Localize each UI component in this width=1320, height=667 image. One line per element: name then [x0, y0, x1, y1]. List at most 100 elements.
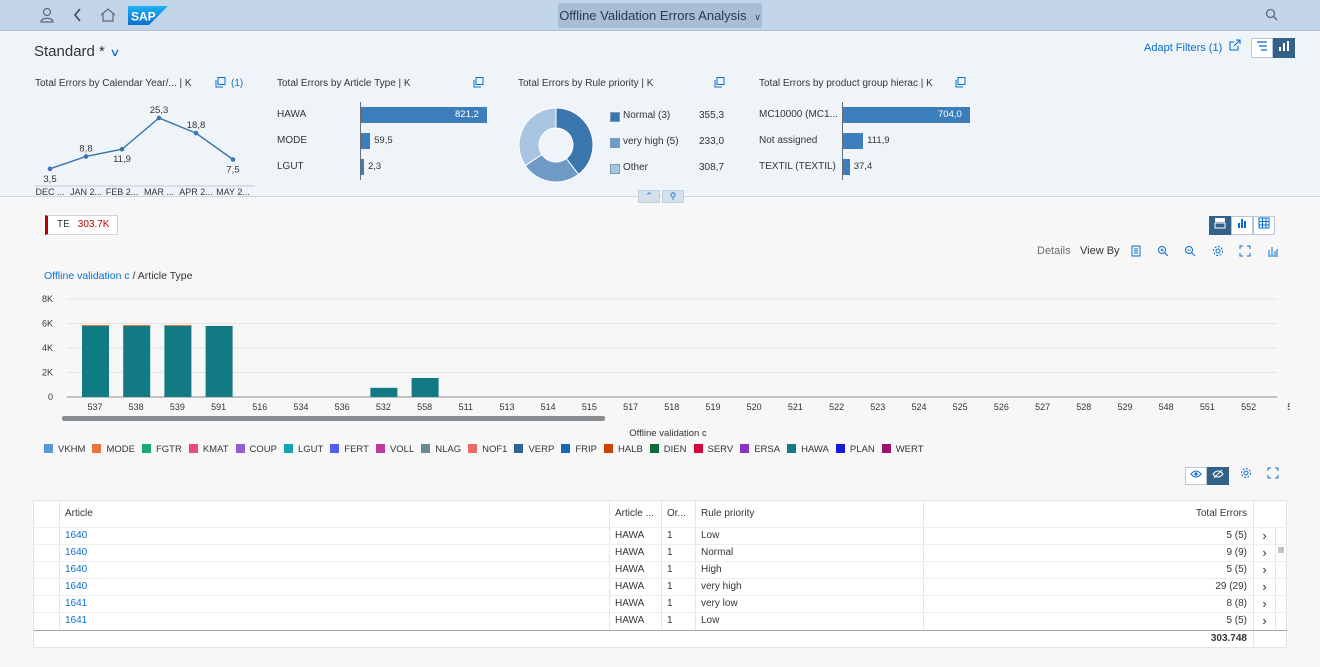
legend-item[interactable]: HAWA [787, 444, 829, 455]
donut-slice[interactable] [518, 107, 557, 167]
cell-article[interactable]: 1641 [60, 596, 610, 613]
rule-priority-donut[interactable] [518, 107, 594, 183]
chart-type-icon[interactable] [1267, 245, 1279, 260]
search-icon[interactable] [1263, 6, 1281, 24]
table-row[interactable]: 1640 HAWA 1 Low 5 (5) › [34, 527, 1287, 545]
cell-article[interactable]: 1640 [60, 528, 610, 545]
donut-legend-label[interactable]: Normal (3) [623, 110, 671, 121]
bar[interactable] [843, 107, 970, 123]
column-header-article[interactable]: Article [60, 501, 610, 527]
donut-slice[interactable] [555, 107, 594, 176]
table-row[interactable]: 1641 HAWA 1 Low 5 (5) › [34, 612, 1287, 630]
legend-item[interactable]: MODE [92, 444, 135, 455]
chart-view-button[interactable] [1231, 216, 1253, 235]
row-navigation-icon[interactable]: › [1254, 528, 1276, 545]
legend-item[interactable]: KMAT [188, 444, 229, 455]
copy-icon[interactable] [473, 77, 484, 91]
bar[interactable] [361, 133, 371, 149]
copy-icon[interactable] [215, 77, 226, 91]
line-point[interactable] [230, 157, 236, 162]
chart-bar[interactable] [370, 387, 398, 397]
chart-bar[interactable] [411, 378, 439, 397]
bar[interactable] [361, 107, 487, 123]
hide-details-button[interactable] [1207, 467, 1229, 485]
chart-table-view-button[interactable] [1209, 216, 1231, 235]
view-by-button[interactable]: View By [1080, 245, 1120, 257]
legend-item[interactable]: SERV [693, 444, 733, 455]
visual-filter-toggle[interactable] [1273, 38, 1295, 58]
legend-item[interactable]: DIEN [649, 444, 687, 455]
legend-item[interactable]: FERT [330, 444, 369, 455]
home-icon[interactable] [99, 6, 117, 24]
chart-bar[interactable] [164, 324, 192, 326]
copy-icon[interactable] [955, 77, 966, 91]
line-point[interactable] [47, 166, 53, 172]
pin-header-button[interactable]: ⚲ [662, 190, 684, 203]
chart-scrollbar[interactable] [62, 416, 605, 421]
donut-legend-label[interactable]: very high (5) [623, 136, 679, 147]
sap-logo[interactable]: SAP [128, 6, 168, 25]
cell-article[interactable]: 1640 [60, 562, 610, 579]
cell-article[interactable]: 1641 [60, 613, 610, 630]
chart-bar[interactable] [205, 325, 233, 397]
chart-bar[interactable] [164, 325, 192, 397]
row-navigation-icon[interactable]: › [1254, 545, 1276, 562]
legend-item[interactable]: PLAN [835, 444, 875, 455]
legend-item[interactable]: ERSA [740, 444, 780, 455]
variant-selector[interactable]: Standard * ∨ [34, 43, 121, 60]
table-row[interactable]: 1640 HAWA 1 very high 29 (29) › [34, 578, 1287, 596]
column-header-total-errors[interactable]: Total Errors [924, 501, 1254, 527]
table-fullscreen-icon[interactable] [1262, 467, 1284, 485]
scrollbar-thumb[interactable] [1278, 547, 1284, 553]
column-header-rule-priority[interactable]: Rule priority [696, 501, 924, 527]
adapt-filters-button[interactable]: Adapt Filters (1) [1144, 42, 1223, 54]
row-selector[interactable] [34, 596, 60, 613]
legend-item[interactable]: NOF1 [468, 444, 507, 455]
table-view-button[interactable] [1253, 216, 1275, 235]
settings-icon[interactable] [1212, 245, 1224, 260]
legend-item[interactable]: COUP [235, 444, 277, 455]
legend-item[interactable]: HALB [603, 444, 643, 455]
row-selector[interactable] [34, 545, 60, 562]
table-row[interactable]: 1640 HAWA 1 High 5 (5) › [34, 561, 1287, 579]
donut-legend-label[interactable]: Other [623, 162, 649, 173]
table-row[interactable]: 1641 HAWA 1 very low 8 (8) › [34, 595, 1287, 613]
legend-item[interactable]: VKHM [44, 444, 85, 455]
row-navigation-icon[interactable]: › [1254, 579, 1276, 596]
card-filter-count[interactable]: (1) [231, 78, 244, 89]
legend-item[interactable]: VOLL [375, 444, 414, 455]
zoom-out-icon[interactable] [1184, 245, 1196, 260]
legend-item[interactable]: NLAG [421, 444, 461, 455]
bar[interactable] [843, 133, 864, 149]
legend-item[interactable]: LGUT [283, 444, 323, 455]
cell-article[interactable]: 1640 [60, 579, 610, 596]
legend-item[interactable]: FGTR [141, 444, 182, 455]
row-selector[interactable] [34, 528, 60, 545]
user-icon[interactable] [38, 6, 56, 24]
column-header-article-type[interactable]: Article ... [610, 501, 662, 527]
app-title-menu[interactable]: Offline Validation Errors Analysis ∨ [558, 3, 762, 28]
row-selector[interactable] [34, 579, 60, 596]
chart-bar[interactable] [82, 325, 109, 397]
chart-bar[interactable] [82, 324, 109, 326]
line-point[interactable] [156, 115, 162, 121]
kpi-tag[interactable]: TE 303.7K [45, 215, 118, 235]
copy-icon[interactable] [714, 77, 725, 91]
table-row[interactable]: 1640 HAWA 1 Normal 9 (9) › [34, 544, 1287, 562]
row-navigation-icon[interactable]: › [1254, 562, 1276, 579]
line-point[interactable] [83, 154, 89, 159]
main-bar-chart[interactable]: 0 2K 4K 6K 8K 537 538 539 591 516 534 536 532 558 511 5… [30, 290, 1290, 440]
bar[interactable] [361, 159, 364, 175]
legend-item[interactable]: WERT [881, 444, 924, 455]
row-navigation-icon[interactable]: › [1254, 613, 1276, 630]
collapse-header-button[interactable]: ⌃ [638, 190, 660, 203]
legend-item[interactable]: FRIP [561, 444, 597, 455]
compact-filter-toggle[interactable] [1251, 38, 1273, 58]
drill-icon[interactable] [1130, 245, 1142, 260]
breadcrumb-link[interactable]: Offline validation c [44, 270, 130, 282]
chart-bar[interactable] [123, 324, 151, 326]
calendar-line-chart[interactable]: 3,5 DEC ... 8,8 JAN 2... 11,9 FEB 2... 25,3 MAR… [35, 102, 255, 197]
row-selector[interactable] [34, 613, 60, 630]
row-selector[interactable] [34, 562, 60, 579]
cell-article[interactable]: 1640 [60, 545, 610, 562]
